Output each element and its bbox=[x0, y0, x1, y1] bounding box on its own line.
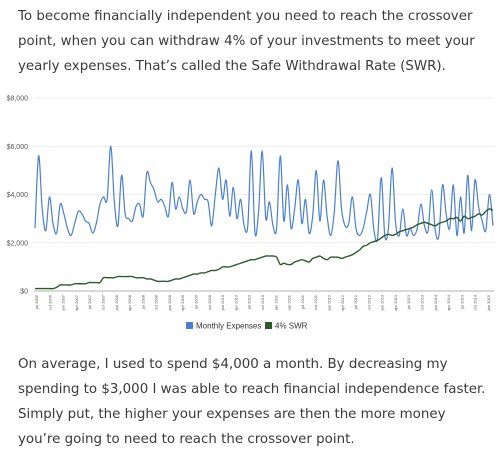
legend-swatch bbox=[186, 322, 193, 329]
x-tick-label: jan 2007 bbox=[61, 294, 66, 311]
y-tick-label: $4,000 bbox=[7, 192, 29, 199]
x-tick-label: oct 2007 bbox=[100, 294, 105, 310]
y-tick-label: $2,000 bbox=[7, 240, 29, 247]
y-tick-label: $0 bbox=[20, 289, 28, 296]
y-axis: $0 $2,000 $4,000 $6,000 $8,000 bbox=[7, 96, 29, 296]
x-tick-label: apr 2011 bbox=[287, 294, 292, 310]
x-tick-label: jul 2009 bbox=[194, 294, 199, 310]
y-tick-label: $8,000 bbox=[7, 96, 29, 103]
x-tick-label: jul 2013 bbox=[406, 294, 411, 310]
legend-label: 4% SWR bbox=[275, 322, 308, 331]
x-tick-label: apr 2009 bbox=[180, 294, 185, 311]
expenses-vs-swr-chart: $0 $2,000 $4,000 $6,000 $8,000 jul 2006 oct 2… bbox=[7, 96, 494, 331]
x-tick-label: apr 2012 bbox=[340, 294, 345, 311]
x-tick-label: jan 2010 bbox=[220, 294, 225, 311]
x-tick-label: apr 2014 bbox=[446, 294, 451, 311]
x-tick-label: jan 2009 bbox=[167, 294, 172, 311]
outro-paragraph: On average, I used to spend $4,000 a mon… bbox=[18, 357, 486, 447]
x-tick-label: oct 2014 bbox=[473, 294, 478, 310]
x-tick-label: jul 2014 bbox=[459, 294, 464, 310]
x-tick-label: jul 2008 bbox=[140, 294, 145, 310]
x-tick-label: jul 2006 bbox=[34, 294, 39, 310]
x-tick-label: oct 2013 bbox=[420, 294, 425, 310]
y-tick-label: $6,000 bbox=[7, 144, 29, 151]
x-tick-label: jul 2007 bbox=[87, 294, 92, 310]
swr-line bbox=[35, 208, 494, 290]
monthly-expenses-line bbox=[34, 145, 494, 243]
x-tick-label: apr 2008 bbox=[127, 294, 132, 311]
intro-paragraph: To become financially independent you ne… bbox=[18, 9, 475, 74]
x-tick-label: apr 2010 bbox=[233, 294, 238, 311]
x-axis: jul 2006 oct 2006 jan 2007 apr 2007 jul 2007… bbox=[34, 294, 491, 311]
x-tick-label: apr 2007 bbox=[74, 294, 79, 311]
x-tick-label: oct 2008 bbox=[154, 294, 159, 310]
x-tick-label: jul 2011 bbox=[300, 294, 305, 309]
x-tick-label: oct 2010 bbox=[260, 294, 265, 310]
legend-swatch bbox=[265, 322, 272, 329]
x-tick-label: jan 2014 bbox=[433, 294, 438, 311]
x-tick-label: jan 2008 bbox=[114, 294, 119, 311]
x-tick-label: oct 2009 bbox=[207, 294, 212, 310]
x-tick-label: oct 2012 bbox=[366, 294, 371, 310]
series-lines bbox=[34, 145, 494, 290]
legend-label: Monthly Expenses bbox=[196, 322, 261, 331]
x-tick-label: jul 2012 bbox=[353, 294, 358, 310]
chart-legend: Monthly Expenses 4% SWR bbox=[186, 322, 308, 331]
x-tick-label: jan 2013 bbox=[380, 294, 385, 311]
x-tick-label: oct 2006 bbox=[47, 294, 52, 310]
x-tick-label: apr 2013 bbox=[393, 294, 398, 311]
x-tick-label: jul 2010 bbox=[247, 294, 252, 310]
x-tick-label: jan 2015 bbox=[486, 294, 491, 311]
x-tick-label: oct 2011 bbox=[313, 294, 318, 310]
x-tick-label: jan 2011 bbox=[273, 294, 278, 311]
x-tick-label: jan 2012 bbox=[326, 294, 331, 311]
